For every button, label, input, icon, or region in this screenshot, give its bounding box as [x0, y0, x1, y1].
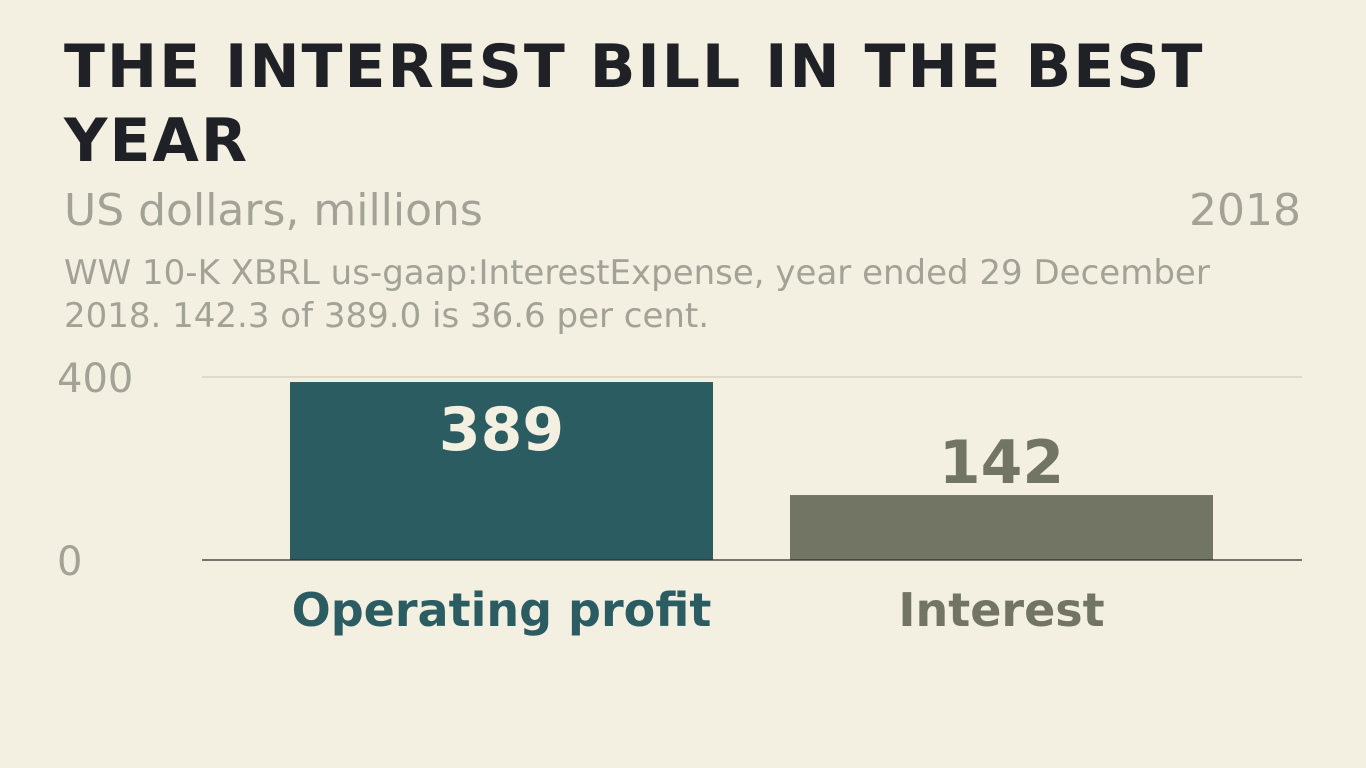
chart-title: THE INTEREST BILL IN THE BEST YEAR — [64, 32, 1205, 176]
chart-subtitle: US dollars, millions — [64, 185, 483, 236]
category-label: Operating profit — [292, 583, 712, 637]
value-label: 389 — [439, 395, 564, 465]
y-tick-label: 400 — [57, 356, 133, 402]
y-tick-label: 0 — [57, 539, 82, 585]
bar — [290, 382, 713, 560]
bar — [790, 495, 1213, 560]
chart-source-note: WW 10-K XBRL us-gaap:InterestExpense, ye… — [64, 253, 1210, 336]
value-label: 142 — [939, 428, 1064, 498]
chart-year: 2018 — [1189, 185, 1301, 236]
category-label: Interest — [898, 583, 1104, 637]
